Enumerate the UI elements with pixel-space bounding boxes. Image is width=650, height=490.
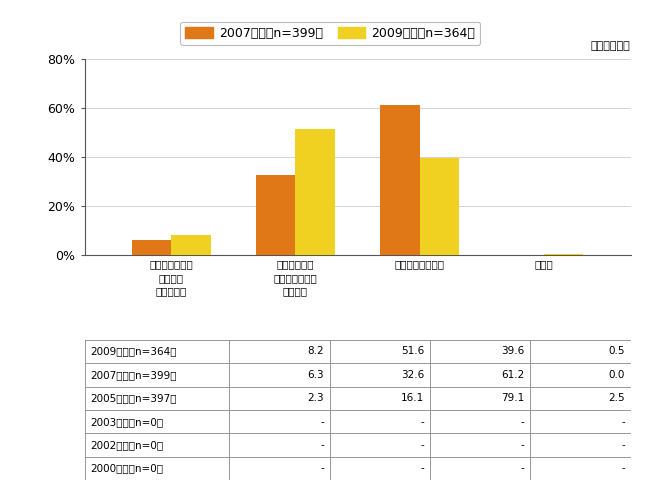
Text: どういうものか
ある程度
知っている: どういうものか ある程度 知っている [150, 260, 193, 296]
Text: 2.5: 2.5 [608, 393, 625, 403]
Text: 2000年度（n=0）: 2000年度（n=0） [90, 464, 163, 473]
Bar [132, 240, 172, 255]
Bar [543, 254, 583, 255]
Text: 2005年度（n=397）: 2005年度（n=397） [90, 393, 176, 403]
Text: -: - [521, 440, 525, 450]
Text: 16.1: 16.1 [401, 393, 424, 403]
Text: 2009年度（n=364）: 2009年度（n=364） [90, 346, 176, 356]
Text: -: - [320, 464, 324, 473]
Text: 0.5: 0.5 [608, 346, 625, 356]
Text: 無回答: 無回答 [534, 260, 553, 270]
Text: 聂いたことは
あるが詳しくは
知らない: 聂いたことは あるが詳しくは 知らない [274, 260, 317, 296]
Text: -: - [421, 416, 424, 427]
Bar [380, 105, 419, 255]
Bar [172, 235, 211, 255]
Text: 32.6: 32.6 [401, 370, 424, 380]
Text: 79.1: 79.1 [501, 393, 525, 403]
Text: 2.3: 2.3 [307, 393, 324, 403]
Text: 8.2: 8.2 [307, 346, 324, 356]
Text: -: - [421, 440, 424, 450]
Text: 61.2: 61.2 [501, 370, 525, 380]
Text: 2002年度（n=0）: 2002年度（n=0） [90, 440, 163, 450]
Text: 39.6: 39.6 [501, 346, 525, 356]
Text: 0.0: 0.0 [608, 370, 625, 380]
Text: -: - [421, 464, 424, 473]
Text: 6.3: 6.3 [307, 370, 324, 380]
Text: -: - [621, 440, 625, 450]
Text: 聂いたことがない: 聂いたことがない [395, 260, 445, 270]
Bar [419, 158, 460, 255]
Text: -: - [621, 464, 625, 473]
Text: -: - [521, 464, 525, 473]
Bar [255, 175, 296, 255]
Text: -: - [521, 416, 525, 427]
Text: 2003年度（n=0）: 2003年度（n=0） [90, 416, 163, 427]
Text: 51.6: 51.6 [401, 346, 424, 356]
Text: -: - [320, 440, 324, 450]
Text: -: - [621, 416, 625, 427]
Text: （単位：％）: （単位：％） [591, 42, 630, 51]
Legend: 2007年度（n=399）, 2009年度（n=364）: 2007年度（n=399）, 2009年度（n=364） [180, 22, 480, 45]
Bar [296, 128, 335, 255]
Text: -: - [320, 416, 324, 427]
Text: 2007年度（n=399）: 2007年度（n=399） [90, 370, 176, 380]
